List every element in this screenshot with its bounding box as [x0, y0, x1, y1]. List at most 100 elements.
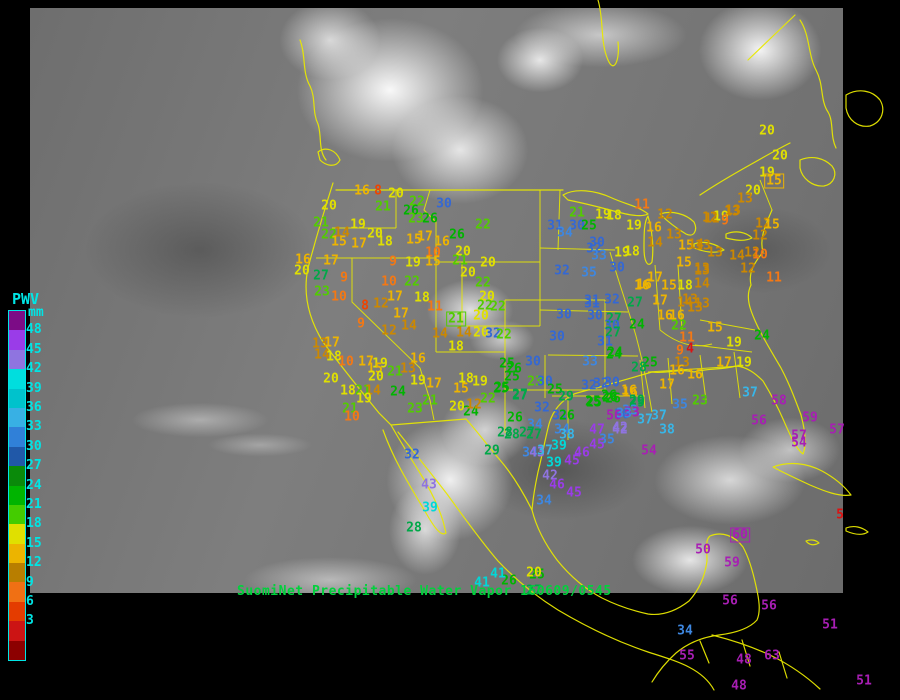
station-value: 60 — [730, 527, 750, 543]
station-value: 34 — [677, 623, 693, 639]
station-value: 12 — [657, 207, 673, 223]
station-value: 16 — [295, 252, 311, 268]
station-value: 18 — [677, 278, 693, 294]
state-borders-west — [316, 189, 505, 421]
state-borders-rockies — [436, 190, 606, 440]
station-value: 15 — [707, 320, 723, 336]
station-value: 25 — [499, 356, 515, 372]
station-value: 20 — [294, 263, 310, 279]
station-value: 22 — [475, 217, 491, 233]
station-value: 14 — [647, 235, 663, 251]
station-value: 26 — [506, 361, 522, 377]
station-value: 35 — [581, 265, 597, 281]
station-value: 22 — [475, 275, 491, 291]
lake-huron — [659, 211, 697, 236]
station-value: 13 — [695, 238, 711, 254]
station-value: 14 — [401, 318, 417, 334]
station-value: 55 — [679, 648, 695, 664]
station-value: 32 — [485, 326, 501, 342]
station-value: 32 — [581, 378, 597, 394]
station-value: 24 — [607, 345, 623, 361]
station-value: 47 — [589, 422, 605, 438]
station-value: 31 — [547, 218, 563, 234]
state-borders-midwest — [639, 264, 741, 409]
station-value: 4 — [686, 341, 694, 357]
coast-st-lawrence — [699, 142, 791, 196]
station-value: 37 — [742, 385, 758, 401]
station-value: 9 — [676, 343, 684, 359]
station-value: 39 — [546, 455, 562, 471]
station-value: 15 — [331, 234, 347, 250]
peninsula-baja — [382, 424, 447, 535]
lake-ontario — [725, 231, 753, 241]
station-value: 41 — [490, 566, 506, 582]
station-value: 48 — [731, 678, 747, 694]
station-value: 27 — [313, 268, 329, 284]
station-value: 17 — [323, 253, 339, 269]
station-value: 31 — [584, 293, 600, 309]
station-value: 25 — [581, 218, 597, 234]
station-value: 20 — [367, 226, 383, 242]
station-value: 16 — [636, 277, 652, 293]
station-value: 22 — [321, 227, 337, 243]
station-value: 54 — [641, 443, 657, 459]
product-caption: SuomiNet Precipitable Water Vapor 160609… — [237, 584, 612, 599]
station-value: 32 — [534, 400, 550, 416]
station-value: 26 — [559, 408, 575, 424]
station-value: 8 — [361, 298, 369, 314]
station-value: 42 — [612, 422, 628, 438]
station-value: 24 — [754, 328, 770, 344]
legend-swatch — [9, 504, 25, 525]
station-value: 32 — [404, 447, 420, 463]
station-value: 31 — [584, 296, 600, 312]
border-quebec-labrador — [747, 14, 796, 61]
station-value: 15 — [367, 361, 383, 377]
station-value: 34 — [554, 422, 570, 438]
station-value: 18 — [414, 290, 430, 306]
station-value: 56 — [751, 413, 767, 429]
station-value: 17 — [351, 236, 367, 252]
coast-central-america — [711, 634, 821, 690]
station-value: 34 — [522, 445, 538, 461]
station-value: 13 — [694, 296, 710, 312]
station-value: 25 — [642, 355, 658, 371]
coast-hudson-james-bay — [597, 0, 619, 67]
station-value: 32 — [604, 292, 620, 308]
station-value: 15 — [406, 232, 422, 248]
station-value: 19 — [372, 356, 388, 372]
station-value: 25 — [529, 567, 545, 583]
station-value: 17 — [426, 376, 442, 392]
station-value: 43 — [421, 477, 437, 493]
island-vancouver — [317, 148, 341, 166]
legend-swatch — [9, 407, 25, 428]
station-value: 26 — [449, 227, 465, 243]
station-value: 46 — [574, 445, 590, 461]
station-value: 20 — [772, 148, 788, 164]
station-value: 9 — [340, 270, 348, 286]
station-value: 57 — [829, 422, 845, 438]
legend-label: 9 — [26, 574, 34, 590]
station-value: 20 — [368, 369, 384, 385]
legend-swatch — [9, 582, 25, 602]
station-value: 20 — [455, 244, 471, 260]
station-value: 33 — [582, 354, 598, 370]
legend-label: 15 — [26, 535, 42, 551]
station-value: 20 — [745, 183, 761, 199]
legend-label: 3 — [26, 613, 34, 629]
station-value: 17 — [647, 270, 663, 286]
station-value: 51 — [822, 617, 838, 633]
border-us-mexico — [390, 418, 533, 511]
station-value: 14 — [365, 383, 381, 399]
station-value: 29 — [484, 443, 500, 459]
station-value: 27 — [605, 325, 621, 341]
legend-swatch — [9, 330, 25, 350]
station-value: 12 — [466, 397, 482, 413]
state-borders-plains — [539, 189, 653, 413]
station-value: 12 — [755, 216, 771, 232]
station-value: 11 — [766, 270, 782, 286]
station-value: 12 — [373, 296, 389, 312]
border-central-america-3 — [778, 651, 788, 679]
station-value: 57 — [791, 428, 807, 444]
station-value: 20 — [473, 325, 489, 341]
